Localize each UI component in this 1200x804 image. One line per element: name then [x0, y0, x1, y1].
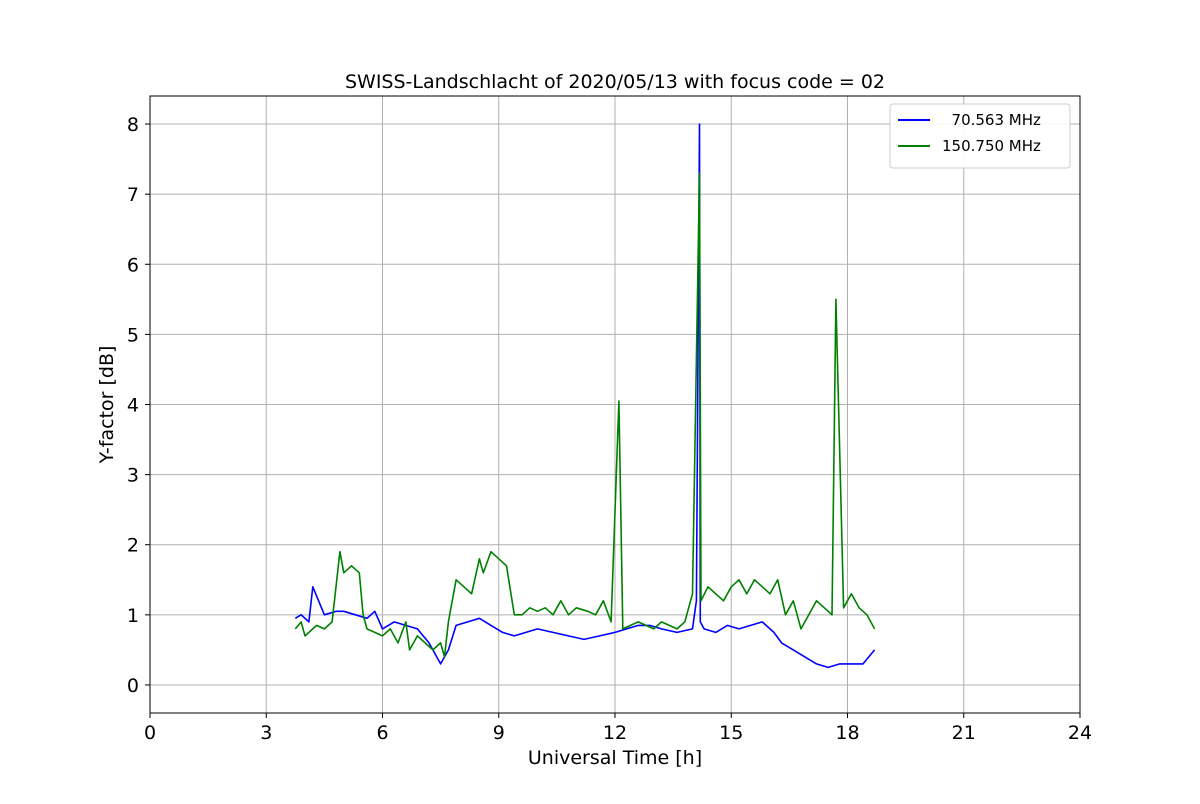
x-tick-label: 6	[376, 722, 388, 744]
y-axis-label: Y-factor [dB]	[96, 346, 118, 465]
x-tick-label: 21	[952, 722, 976, 744]
x-tick-label: 0	[144, 722, 156, 744]
legend: 70.563 MHz 150.750 MHz	[889, 103, 1071, 169]
legend-label: 150.750 MHz	[942, 137, 1041, 155]
legend-label: 70.563 MHz	[942, 111, 1041, 129]
y-tick-label: 3	[127, 465, 139, 487]
x-tick-label: 24	[1068, 722, 1092, 744]
y-tick-label: 8	[127, 114, 139, 136]
series-line-1	[294, 123, 876, 669]
y-tick-label: 0	[127, 675, 139, 697]
legend-box	[889, 103, 1071, 169]
series-layer	[294, 123, 876, 669]
y-tick-label: 2	[127, 535, 139, 557]
x-axis-label: Universal Time [h]	[528, 747, 702, 769]
y-tick-label: 7	[127, 184, 139, 206]
y-tick-label: 4	[127, 395, 139, 417]
x-tick-label: 3	[260, 722, 272, 744]
x-tick-label: 12	[603, 722, 627, 744]
y-tick-label: 5	[127, 324, 139, 346]
x-tick-label: 15	[719, 722, 743, 744]
x-tick-label: 9	[493, 722, 505, 744]
chart-title: SWISS-Landschlacht of 2020/05/13 with fo…	[345, 71, 885, 93]
y-tick-label: 1	[127, 605, 139, 627]
y-tick-label: 6	[127, 254, 139, 276]
x-tick-label: 18	[835, 722, 859, 744]
series-line-2	[294, 172, 876, 658]
